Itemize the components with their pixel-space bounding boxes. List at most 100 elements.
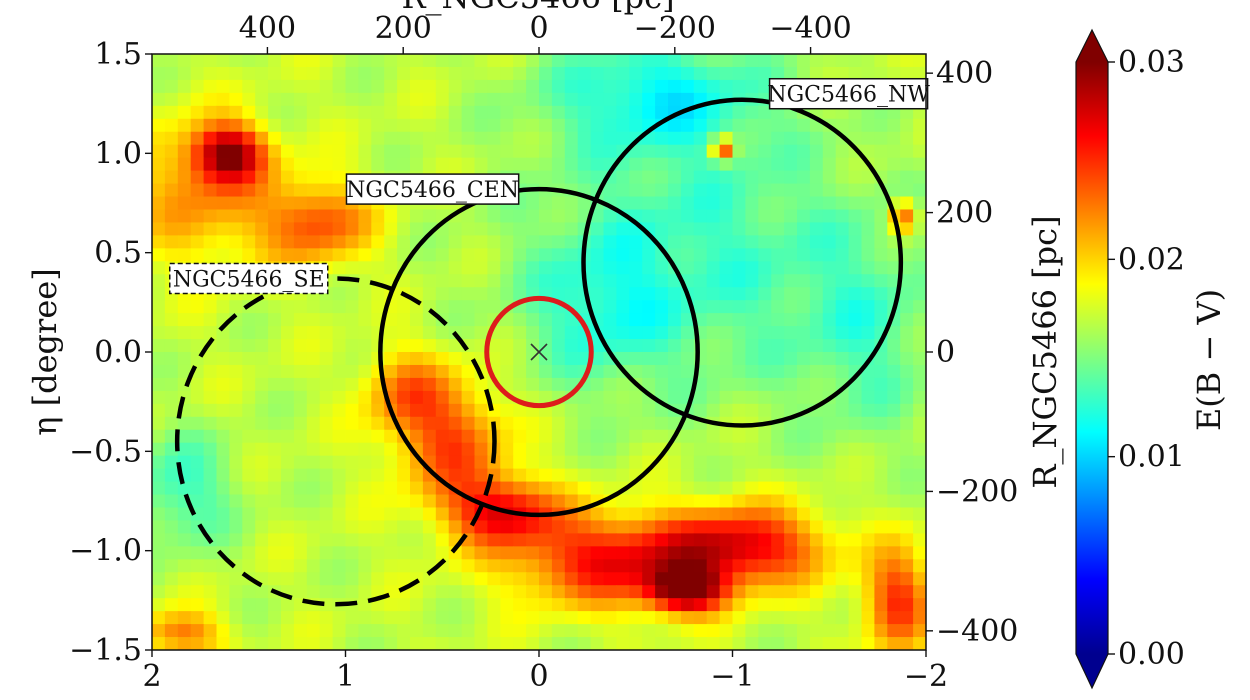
heatmap-cell: [487, 494, 501, 509]
heatmap-cell: [564, 559, 579, 573]
heatmap-cell: [848, 546, 863, 560]
heatmap-cell: [680, 481, 695, 496]
heatmap-cell: [680, 339, 695, 353]
heatmap-cell: [152, 118, 166, 133]
heatmap-cell: [306, 403, 321, 418]
heatmap-cell: [848, 416, 863, 431]
heatmap-cell: [809, 390, 824, 405]
heatmap-cell: [900, 66, 914, 81]
heatmap-cell: [680, 326, 695, 340]
heatmap-cell: [551, 520, 566, 534]
heatmap-cell: [448, 468, 463, 483]
heatmap-cell: [900, 196, 914, 211]
heatmap-cell: [551, 624, 566, 638]
heatmap-cell: [371, 416, 385, 431]
colorbar-min-extend: [1076, 654, 1108, 688]
heatmap-cell: [913, 468, 926, 483]
cluster-center-marker: [530, 343, 548, 361]
heatmap-cell: [809, 442, 824, 457]
heatmap-cell: [410, 352, 424, 366]
heatmap-cell: [242, 92, 256, 107]
heatmap-cell: [190, 455, 205, 470]
heatmap-cell: [164, 390, 179, 405]
heatmap-cell: [293, 364, 308, 379]
heatmap-cell: [616, 235, 630, 249]
heatmap-cell: [513, 546, 527, 560]
heatmap-cell: [874, 611, 888, 625]
heatmap-cell: [500, 248, 514, 262]
heatmap-cell: [797, 287, 811, 301]
heatmap-cell: [448, 248, 463, 262]
heatmap-cell: [642, 546, 656, 560]
heatmap-cell: [397, 144, 411, 159]
heatmap-cell: [306, 390, 321, 405]
heatmap-cell: [306, 131, 321, 146]
heatmap-cell: [564, 624, 579, 638]
heatmap-cell: [526, 196, 540, 211]
heatmap-cell: [293, 92, 308, 107]
heatmap-cell: [474, 300, 488, 314]
heatmap-cell: [345, 352, 359, 366]
heatmap-cell: [551, 209, 566, 224]
heatmap-cell: [822, 196, 837, 211]
heatmap-cell: [655, 287, 669, 301]
heatmap-cell: [539, 494, 553, 509]
heatmap-cell: [693, 287, 708, 301]
heatmap-cell: [900, 533, 914, 547]
heatmap-cell: [564, 144, 579, 159]
heatmap-cell: [526, 624, 540, 638]
heatmap-cell: [577, 416, 592, 431]
heatmap-cell: [551, 442, 566, 457]
heatmap-cell: [190, 598, 205, 612]
heatmap-cell: [784, 533, 798, 547]
heatmap-cell: [152, 572, 166, 586]
heatmap-cell: [281, 481, 295, 496]
heatmap-cell: [668, 170, 682, 185]
region-circles: [174, 97, 904, 607]
heatmap-cell: [797, 637, 811, 650]
heatmap-cell: [190, 416, 205, 431]
heatmap-cell: [319, 352, 334, 366]
heatmap-cell: [422, 585, 437, 599]
heatmap-cell: [642, 442, 656, 457]
heatmap-cell: [706, 533, 721, 547]
heatmap-cell: [539, 131, 553, 146]
heatmap-cell: [152, 287, 166, 301]
heatmap-cell: [848, 572, 863, 586]
heatmap-cell: [809, 183, 824, 198]
heatmap-cell: [461, 222, 476, 236]
heatmap-cell: [152, 442, 166, 457]
heatmap-cell: [500, 611, 514, 625]
heatmap-cell: [397, 572, 411, 586]
heatmap-cell: [551, 403, 566, 418]
heatmap-cell: [319, 364, 334, 379]
heatmap-cell: [603, 533, 617, 547]
heatmap-cell: [564, 235, 579, 249]
heatmap-cell: [242, 585, 256, 599]
heatmap-cell: [797, 416, 811, 431]
heatmap-cell: [900, 364, 914, 379]
heatmap-cell: [410, 390, 424, 405]
heatmap-cell: [629, 429, 643, 444]
heatmap-cell: [448, 105, 463, 120]
heatmap-cell: [371, 92, 385, 107]
heatmap-cell: [655, 222, 669, 236]
heatmap-cell: [797, 455, 811, 470]
heatmap-cell: [629, 248, 643, 262]
heatmap-cell: [809, 248, 824, 262]
heatmap-cell: [229, 118, 243, 133]
heatmap-cell: [177, 611, 192, 625]
heatmap-cell: [629, 300, 643, 314]
heatmap-cell: [306, 313, 321, 327]
heatmap-cell: [345, 390, 359, 405]
heatmap-cell: [358, 416, 372, 431]
heatmap-cell: [487, 248, 501, 262]
heatmap-cell: [732, 403, 746, 418]
heatmap-cell: [358, 157, 372, 172]
heatmap-cell: [900, 170, 914, 185]
heatmap-cell: [487, 79, 501, 94]
heatmap-cell: [410, 533, 424, 547]
heatmap-cell: [487, 520, 501, 534]
heatmap-cell: [229, 624, 243, 638]
heatmap-cell: [551, 533, 566, 547]
